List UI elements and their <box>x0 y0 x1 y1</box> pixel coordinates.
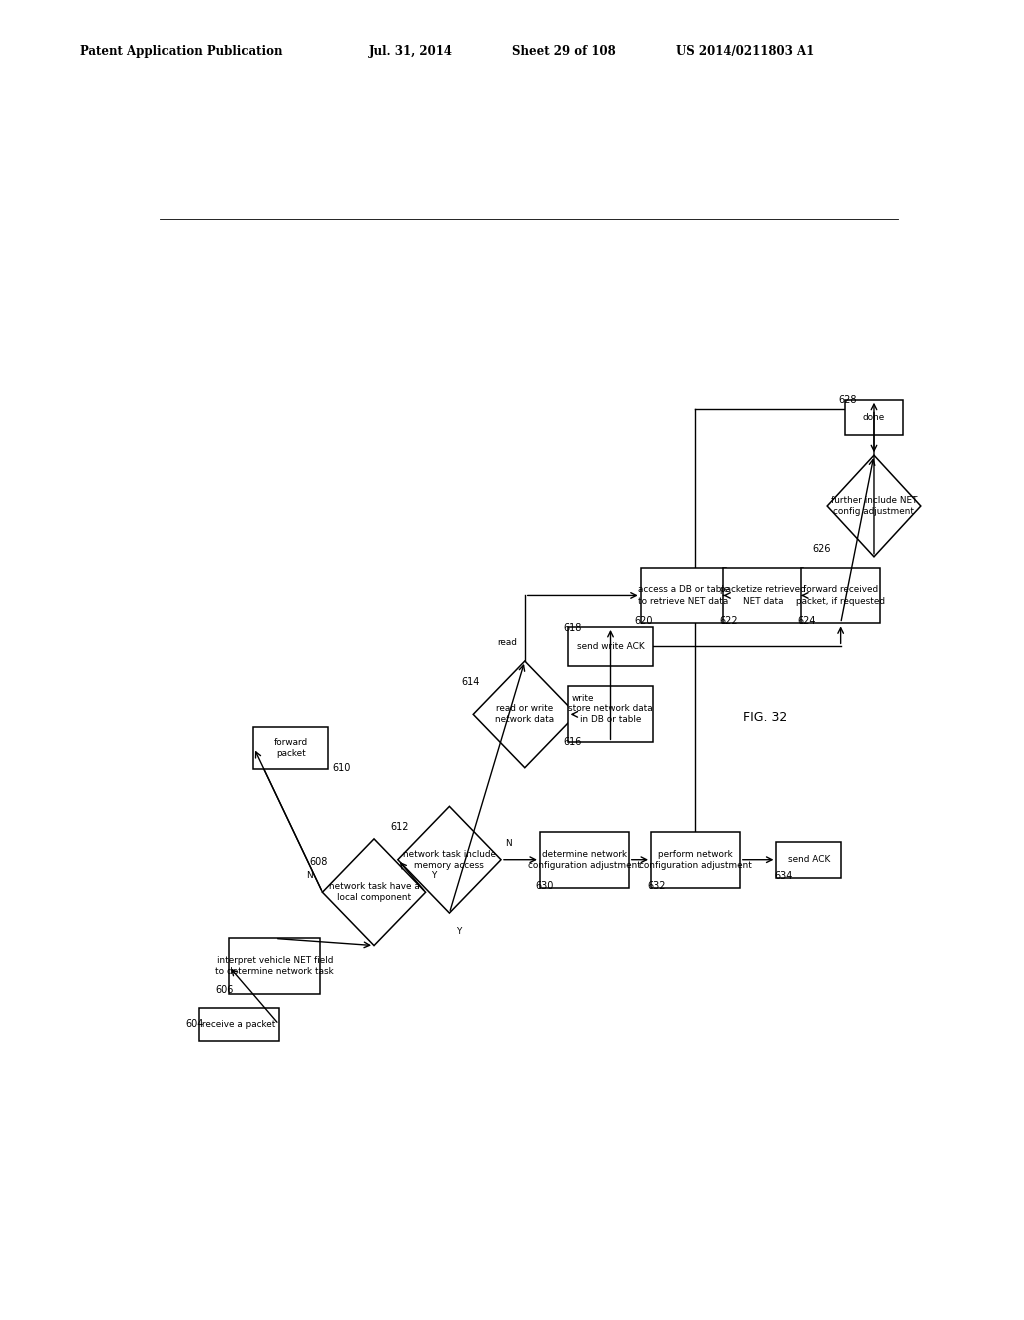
Text: US 2014/0211803 A1: US 2014/0211803 A1 <box>676 45 814 58</box>
Text: packetize retrieved
NET data: packetize retrieved NET data <box>720 585 806 606</box>
Bar <box>540 832 629 887</box>
Text: perform network
configuration adjustment: perform network configuration adjustment <box>639 850 752 870</box>
Text: interpret vehicle NET field
to determine network task: interpret vehicle NET field to determine… <box>215 957 334 977</box>
Polygon shape <box>397 807 501 913</box>
Text: 608: 608 <box>309 857 328 867</box>
Bar <box>801 568 881 623</box>
Text: 606: 606 <box>215 985 233 995</box>
Text: Y: Y <box>457 927 462 936</box>
Text: 624: 624 <box>797 616 815 626</box>
Bar <box>641 568 726 623</box>
Text: 618: 618 <box>563 623 582 634</box>
Bar <box>229 939 321 994</box>
Text: 616: 616 <box>563 737 582 747</box>
Text: further include NET
config adjustment: further include NET config adjustment <box>830 496 918 516</box>
Polygon shape <box>323 840 426 945</box>
Text: N: N <box>306 871 313 880</box>
Text: 634: 634 <box>774 871 793 880</box>
Text: 614: 614 <box>461 677 479 686</box>
Bar <box>651 832 740 887</box>
Text: N: N <box>506 840 512 847</box>
Text: send ACK: send ACK <box>787 855 830 865</box>
Bar <box>567 627 653 665</box>
Text: 622: 622 <box>719 616 738 626</box>
Text: 632: 632 <box>647 882 666 891</box>
Bar <box>723 568 803 623</box>
Text: write: write <box>571 693 594 702</box>
Text: network task have a
local component: network task have a local component <box>329 882 420 903</box>
Polygon shape <box>827 455 921 557</box>
Text: FIG. 32: FIG. 32 <box>743 711 787 723</box>
Text: send write ACK: send write ACK <box>577 642 644 651</box>
Text: receive a packet: receive a packet <box>203 1020 275 1028</box>
Text: Jul. 31, 2014: Jul. 31, 2014 <box>369 45 453 58</box>
Text: 612: 612 <box>390 822 409 832</box>
Bar <box>253 726 329 770</box>
Bar <box>200 1008 279 1040</box>
Text: read or write
network data: read or write network data <box>496 705 554 725</box>
Text: Patent Application Publication: Patent Application Publication <box>80 45 283 58</box>
Text: 620: 620 <box>634 616 653 626</box>
Bar <box>776 842 842 878</box>
Text: network task include
memory access: network task include memory access <box>402 850 496 870</box>
Text: Y: Y <box>431 871 436 880</box>
Text: 626: 626 <box>812 544 830 553</box>
Bar <box>567 686 653 742</box>
Polygon shape <box>473 661 577 768</box>
Text: done: done <box>863 413 885 422</box>
Bar <box>846 400 902 436</box>
Text: 630: 630 <box>536 882 554 891</box>
Text: 604: 604 <box>185 1019 204 1030</box>
Text: forward received
packet, if requested: forward received packet, if requested <box>796 585 885 606</box>
Text: forward
packet: forward packet <box>273 738 308 758</box>
Text: determine network
configuration adjustment: determine network configuration adjustme… <box>528 850 641 870</box>
Text: 610: 610 <box>333 763 351 774</box>
Text: Sheet 29 of 108: Sheet 29 of 108 <box>512 45 615 58</box>
Text: store network data
in DB or table: store network data in DB or table <box>568 705 653 725</box>
Text: access a DB or table
to retrieve NET data: access a DB or table to retrieve NET dat… <box>638 585 729 606</box>
Text: read: read <box>498 638 517 647</box>
Text: 628: 628 <box>839 395 857 405</box>
